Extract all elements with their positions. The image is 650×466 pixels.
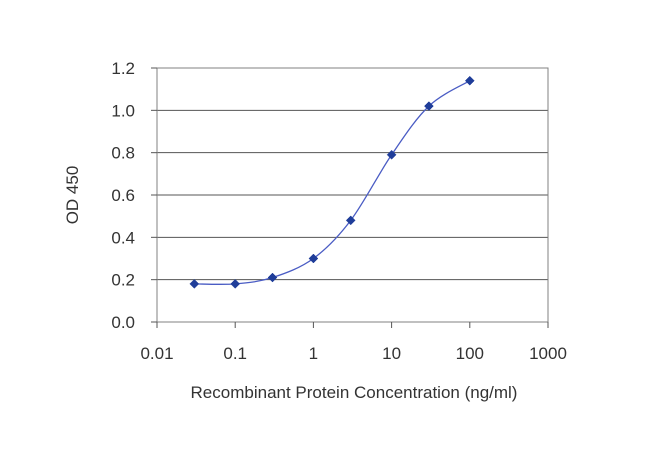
fit-curve (194, 80, 471, 286)
y-axis-title: OD 450 (63, 166, 82, 225)
data-point-marker (386, 149, 397, 160)
y-tick-label: 1.0 (111, 101, 135, 120)
data-point-marker (345, 215, 356, 226)
gridlines (157, 109, 548, 281)
y-tick-label: 1.2 (111, 59, 135, 78)
x-tick-label: 100 (456, 344, 484, 363)
y-tick-label: 0.8 (111, 144, 135, 163)
x-tick-label: 10 (382, 344, 401, 363)
series-layer (189, 75, 475, 289)
y-tick-label: 0.0 (111, 313, 135, 332)
data-point-marker (230, 279, 241, 289)
data-point-marker (189, 279, 200, 289)
y-tick-label: 0.6 (111, 186, 135, 205)
x-tick-label: 1 (309, 344, 318, 363)
x-axis-title: Recombinant Protein Concentration (ng/ml… (191, 383, 518, 402)
data-point-marker (464, 75, 475, 86)
data-point-marker (267, 272, 278, 283)
y-tick-label: 0.2 (111, 271, 135, 290)
x-tick-label: 0.1 (223, 344, 247, 363)
y-tick-label: 0.4 (111, 228, 135, 247)
x-tick-label: 1000 (529, 344, 567, 363)
axis-ticks: 0.0 0.2 0.4 0.6 0.8 1.0 1.2 0.01 0.1 1 10 100 1000 (111, 59, 567, 363)
data-point-marker (424, 101, 434, 111)
data-point-marker (308, 253, 319, 264)
x-tick-label: 0.01 (140, 344, 173, 363)
